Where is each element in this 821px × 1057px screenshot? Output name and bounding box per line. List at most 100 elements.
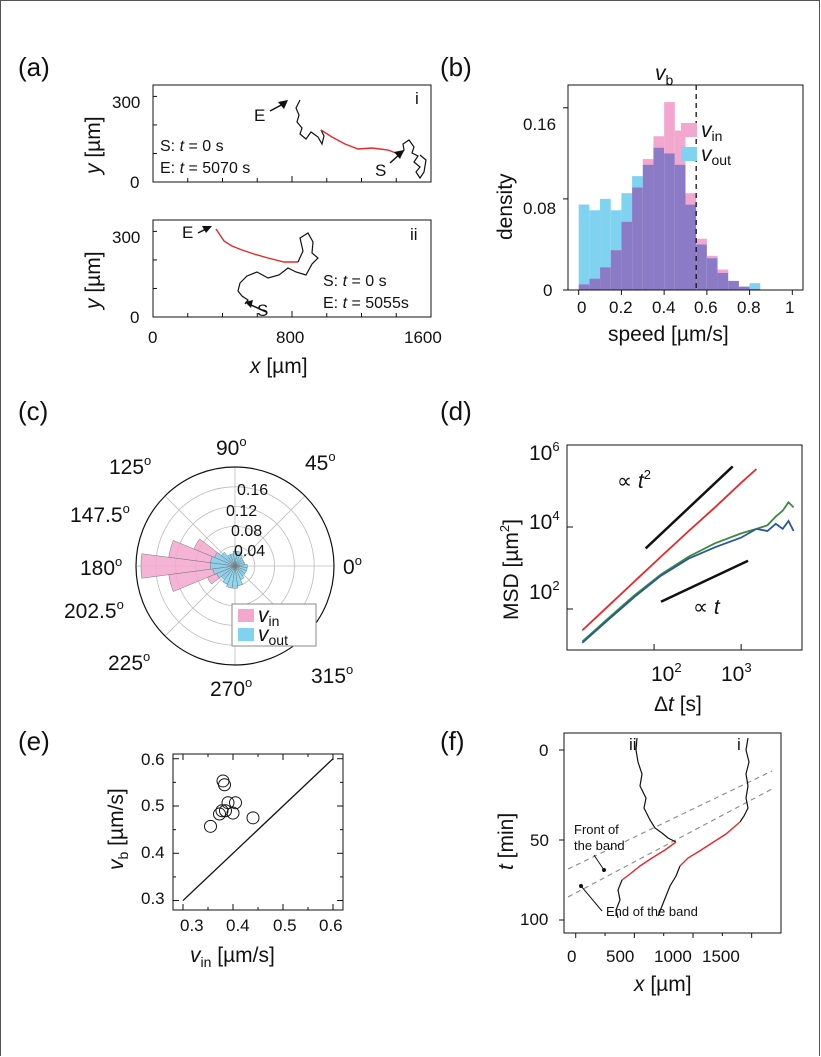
traj-i-start-label: S: [375, 161, 386, 180]
panel-a-trajectories: E S E S i ii S: t = 0 s E: t = 5070 s S:…: [82, 84, 442, 378]
traj-i-end-time: E: t = 5070 s: [160, 160, 250, 177]
b-bar-out: [749, 283, 761, 289]
b-ytick-008: 0.08: [523, 199, 556, 218]
d-xtick-1e2: 102: [651, 660, 682, 686]
e-point: [246, 811, 260, 825]
e-xtick-05: 0.5: [273, 916, 297, 935]
arrow-i-start-head: [394, 150, 404, 159]
panel-label-a: (a): [18, 52, 50, 82]
b-xtick-1: 1: [785, 298, 794, 317]
e-xlabel: vin [µm/s]: [190, 944, 275, 970]
band-front-line: [567, 770, 773, 870]
f-ytick-0: 0: [539, 741, 548, 760]
c-rtick-012: 0.12: [226, 503, 257, 520]
arrow-i-end-head: [278, 100, 288, 109]
arrow-ii-start: [248, 303, 267, 313]
b-xtick-04: 0.4: [652, 298, 676, 317]
c-angle-180: 180o: [80, 554, 122, 580]
d-guide-t2-label: ∝ t2: [617, 467, 651, 493]
e-point: [221, 796, 235, 810]
f-end-pointer: [580, 885, 603, 912]
d-xtick-1e3: 103: [721, 660, 752, 686]
c-outer-circle: [135, 466, 335, 666]
trajectory-i-black-end: [400, 139, 427, 180]
arrow-ii-end-head: [202, 226, 212, 233]
b-xtick-08: 0.8: [737, 298, 761, 317]
b-bars: [578, 102, 761, 290]
c-legend-out: vout: [258, 623, 288, 648]
panel-d-msd: 106 104 102 102 103 MSD [µm2] Δt [s] ∝ t…: [497, 439, 803, 716]
d-ylabel: MSD [µm2]: [497, 519, 523, 620]
panel-label-f: (f): [440, 726, 465, 756]
b-bar-in: [685, 193, 697, 205]
f-front-pointer-dot: [602, 868, 606, 872]
a-ii-ytick-0: 0: [130, 308, 139, 327]
e-point: [215, 804, 229, 818]
b-bar-overlap: [717, 272, 729, 290]
b-bar-overlap: [738, 286, 750, 290]
b-bar-overlap: [578, 284, 590, 290]
trajectory-i-red: [320, 129, 402, 156]
f-xtick-0: 0: [567, 947, 576, 966]
panel-label-e: (e): [18, 726, 50, 756]
c-angle-1475: 147.5o: [70, 501, 130, 527]
d-guide-t-label: ∝ t: [693, 596, 721, 619]
track-i-black-bottom: [657, 865, 681, 917]
traj-ii-end-time: E: t = 5055s: [323, 295, 409, 312]
a-i-ytick-300: 300: [112, 93, 140, 112]
b-bar-overlap: [600, 267, 611, 290]
d-frame: [566, 444, 803, 651]
b-legend-out-swatch: [681, 147, 697, 161]
panel-label-d: (d): [440, 396, 472, 426]
f-xtick-500: 500: [606, 947, 634, 966]
b-bar-overlap: [706, 258, 718, 290]
c-legend-in-swatch: [238, 609, 254, 622]
subplot-label-i: i: [415, 89, 419, 108]
d-guide-line-1: [660, 559, 749, 603]
a-i-ylabel: y [µm]: [82, 116, 105, 176]
d-lines: [581, 465, 795, 644]
b-bar-out: [621, 193, 633, 222]
c-wedge-out: [210, 562, 236, 570]
e-ylabel: vb [µm/s]: [105, 788, 131, 870]
b-bar-out: [610, 210, 622, 251]
panel-label-c: (c): [18, 396, 48, 426]
e-xtick-03: 0.3: [180, 916, 204, 935]
b-legend-in-swatch: [681, 123, 697, 137]
b-bar-overlap: [685, 204, 697, 290]
d-guide-line-0: [644, 465, 734, 550]
f-track-i-label: i: [737, 735, 741, 754]
f-xtick-1000: 1000: [654, 947, 692, 966]
d-ytick-1e4: 104: [529, 508, 560, 534]
panel-c-polar: 0.16 0.12 0.08 0.04 90o 45o 0o 315o 270o…: [64, 434, 362, 701]
c-grid-spoke: [234, 495, 306, 567]
b-bar-out: [589, 210, 601, 279]
track-i-red: [679, 821, 741, 867]
b-legend-out: vout: [701, 143, 731, 168]
e-ytick-04: 0.4: [141, 843, 165, 862]
c-angle-0: 0o: [343, 553, 362, 579]
c-wedge-out: [231, 565, 239, 589]
c-angle-90: 90o: [216, 434, 247, 460]
e-ytick-05: 0.5: [141, 796, 165, 815]
b-bar-out: [600, 198, 611, 268]
c-legend-out-swatch: [238, 628, 254, 641]
e-ytick-06: 0.6: [141, 750, 165, 769]
f-annotation-front-line1: Front of: [574, 822, 619, 837]
b-bar-in: [674, 130, 686, 165]
b-xtick-0: 0: [577, 298, 586, 317]
panel-b-histogram: vb vin vout 0.16 0.08 0 0 0.2 0.4 0.6 0.…: [494, 62, 804, 346]
d-series-green: [581, 500, 795, 643]
c-wedge-out: [234, 565, 248, 572]
b-xlabel: speed [µm/s]: [608, 323, 729, 346]
b-bar-overlap: [632, 187, 643, 290]
e-point: [229, 796, 242, 810]
b-ticks: [563, 107, 793, 295]
f-track-ii-label: ii: [629, 735, 637, 754]
subplot-label-ii: ii: [410, 225, 418, 244]
c-rtick-004: 0.04: [234, 543, 265, 560]
b-frame: [567, 84, 804, 291]
trajectory-i-black-start: [295, 99, 325, 146]
c-wedge-out: [216, 565, 236, 579]
